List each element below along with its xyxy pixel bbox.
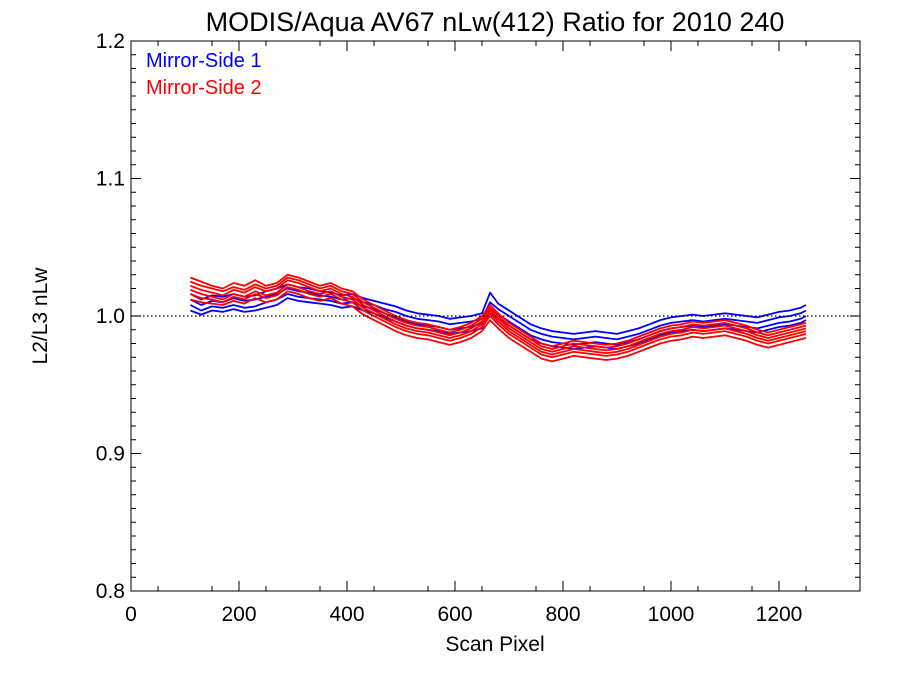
ticks-layer: 0 200 400 600 800 1000 1200 0.8 0.9 1.0 1.1 1.2 (96, 30, 860, 626)
series-2-line-3 (190, 286, 807, 359)
series-1-line-2 (189, 293, 807, 346)
y-tick-label: 1.2 (96, 30, 125, 53)
y-tick-label: 1.1 (96, 168, 125, 191)
series-2-line-4 (190, 290, 807, 363)
x-tick-label: 400 (329, 603, 364, 626)
legend-mirror-side-1: Mirror-Side 1 (146, 50, 262, 72)
x-tick-label: 1000 (648, 603, 695, 626)
y-axis-label: L2/L3 nLw (29, 267, 52, 365)
y-tick-label: 0.9 (96, 443, 125, 466)
x-axis-label: Scan Pixel (445, 633, 544, 656)
series-1-line-1 (189, 287, 807, 341)
x-tick-label: 1200 (756, 603, 803, 626)
series-2-line-1 (190, 273, 807, 348)
series-layer (189, 273, 807, 363)
x-tick-label: 600 (437, 603, 472, 626)
chart-title: MODIS/Aqua AV67 nLw(412) Ratio for 2010 … (206, 7, 785, 37)
x-tick-label: 0 (125, 603, 137, 626)
x-tick-label: 800 (545, 603, 580, 626)
series-2-line-5 (190, 276, 807, 350)
series-2-line-6 (190, 283, 807, 356)
y-tick-label: 0.8 (96, 580, 125, 603)
x-tick-label: 200 (221, 603, 256, 626)
legend-mirror-side-2: Mirror-Side 2 (146, 77, 262, 99)
y-tick-label: 1.0 (96, 305, 125, 328)
series-2-line-2 (190, 279, 807, 353)
